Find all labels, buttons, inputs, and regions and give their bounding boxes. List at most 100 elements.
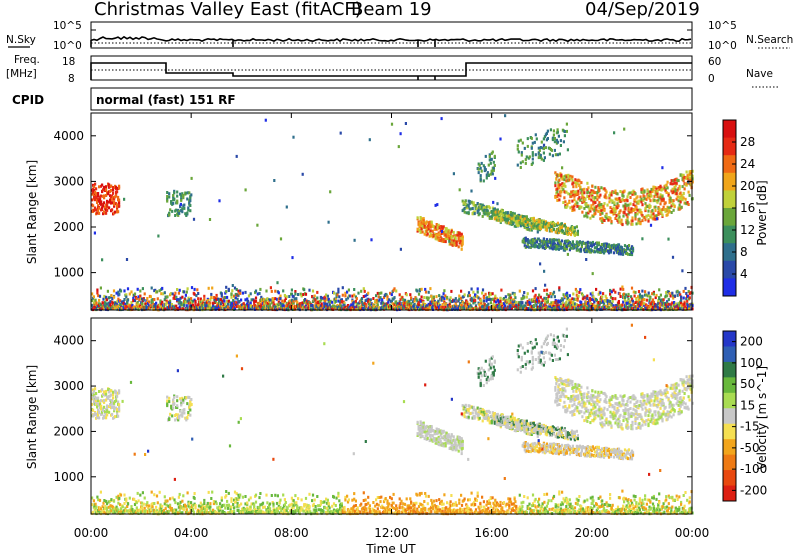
scatter-cell (464, 203, 467, 207)
scatter-cell (179, 202, 182, 206)
scatter-cell (237, 289, 240, 293)
scatter-cell (377, 295, 380, 299)
scatter-cell (127, 303, 130, 307)
scatter-cell (343, 303, 346, 307)
scatter-cell (493, 154, 496, 158)
scatter-cell (314, 298, 317, 302)
scatter-cell (583, 307, 586, 311)
scatter-cell (290, 303, 293, 307)
scatter-cell (180, 194, 183, 198)
scatter-cell (568, 248, 571, 252)
scatter-cell (235, 288, 238, 291)
scatter-cell (352, 303, 355, 307)
scatter-cell (554, 153, 557, 157)
scatter-cell (490, 297, 493, 301)
scatter-cell (557, 193, 560, 197)
scatter-cell (112, 301, 115, 305)
scatter-cell (419, 230, 422, 234)
scatter-cell (437, 231, 440, 235)
scatter-cell (536, 230, 539, 234)
scatter-cell (602, 292, 605, 296)
scatter-cell (490, 157, 493, 161)
scatter-cell (531, 141, 534, 145)
scatter-cell (400, 307, 403, 310)
nsky-line (90, 35, 692, 47)
scatter-cell (239, 291, 242, 295)
scatter-cell (113, 202, 116, 206)
scatter-cell (661, 208, 664, 211)
scatter-cell (641, 294, 644, 298)
scatter-cell (555, 138, 558, 142)
scatter-cell (585, 202, 588, 206)
scatter-cell (381, 298, 384, 302)
scatter-cell (626, 247, 630, 251)
scatter-cell (215, 293, 218, 297)
scatter-cell (492, 297, 495, 301)
scatter-cell (412, 304, 415, 308)
scatter-cell (596, 250, 599, 254)
scatter-cell (583, 206, 586, 210)
scatter-cell (211, 286, 214, 290)
scatter-cell (660, 199, 663, 203)
scatter-cell (282, 302, 285, 306)
scatter-cell (241, 291, 244, 295)
scatter-cell (99, 286, 102, 290)
scatter-cell (460, 304, 464, 308)
scatter-cell (360, 297, 364, 300)
scatter-cell (543, 296, 546, 300)
scatter-cell (434, 304, 437, 308)
scatter-cell (655, 214, 658, 218)
scatter-cell (486, 171, 489, 175)
scatter-cell (585, 250, 588, 254)
scatter-cell (494, 210, 497, 214)
scatter-cell (550, 148, 553, 152)
scatter-cell (669, 182, 672, 186)
scatter-cell (219, 304, 222, 308)
scatter-cell (254, 289, 258, 293)
scatter-cell (108, 183, 111, 187)
scatter-cell (650, 302, 653, 306)
scatter-cell (482, 296, 485, 300)
scatter-cell (143, 292, 146, 296)
scatter-cell (619, 295, 622, 298)
scatter-cell (176, 307, 180, 311)
scatter-cell (547, 295, 550, 299)
scatter-cell (554, 306, 557, 310)
scatter-cell (591, 272, 594, 276)
scatter-cell (629, 191, 632, 195)
scatter-cell (544, 246, 547, 250)
scatter-cell (607, 218, 610, 222)
scatter-cell (598, 201, 601, 205)
scatter-cell (580, 181, 583, 185)
scatter-cell (489, 301, 492, 305)
scatter-cell (422, 301, 425, 305)
scatter-cell (424, 287, 427, 291)
scatter-cell (491, 172, 494, 176)
scatter-cell (416, 289, 419, 293)
scatter-cell (670, 204, 673, 208)
scatter-cell (587, 245, 590, 249)
scatter-cell (591, 297, 594, 301)
scatter-cell (335, 295, 338, 299)
scatter-cell (659, 202, 662, 206)
scatter-cell (526, 227, 529, 231)
scatter-cell (623, 307, 626, 311)
scatter-cell (587, 186, 590, 190)
scatter-cell (482, 164, 485, 168)
scatter-cell (568, 201, 571, 204)
scatter-cell (621, 303, 624, 307)
scatter-cell (505, 214, 508, 218)
scatter-cell (443, 300, 446, 304)
scatter-cell (639, 195, 642, 199)
scatter-cell (602, 204, 605, 208)
scatter-cell (189, 199, 192, 203)
scatter-cell (137, 302, 140, 306)
scatter-cell (189, 209, 192, 213)
scatter-cell (589, 209, 592, 213)
scatter-cell (161, 286, 164, 290)
scatter-cell (626, 252, 630, 256)
scatter-cell (221, 299, 224, 303)
scatter-cell (353, 300, 356, 304)
scatter-cell (623, 298, 627, 302)
scatter-cell (336, 304, 339, 307)
